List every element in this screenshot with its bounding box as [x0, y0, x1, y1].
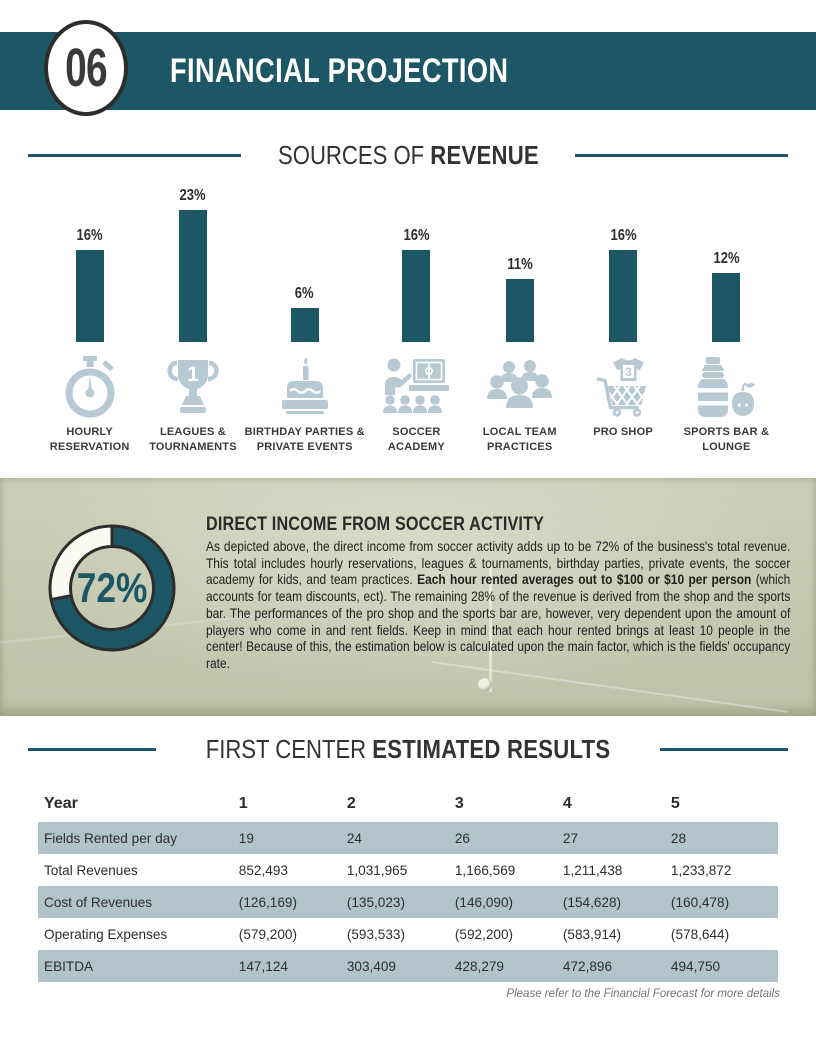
revenue-item-pro-shop: 16% 3 PRO SHOP — [571, 186, 674, 454]
chapter-number: 06 — [65, 38, 108, 98]
bar-local-team-practices — [505, 279, 534, 342]
revenue-item-soccer-academy: 16% SOCCER ACADEMY — [365, 186, 468, 454]
category-label: SPORTS BAR & LOUNGE — [683, 426, 770, 453]
revenue-title-text: SOURCES OF REVENUE — [277, 139, 539, 170]
team-group-icon — [485, 351, 555, 423]
bar-leagues-tournaments — [178, 210, 207, 342]
footnote: Please refer to the Financial Forecast f… — [506, 988, 780, 1000]
chapter-number-badge: 06 — [44, 20, 128, 116]
header-year-5: 5 — [670, 795, 680, 812]
table-row-ebitda: EBITDA 147,124 303,409 428,279 472,896 4… — [38, 950, 778, 982]
estimated-results-table: Year 1 2 3 4 5 Fields Rented per day 19 … — [38, 786, 778, 982]
title-rule-right — [575, 153, 789, 157]
category-label: SOCCER ACADEMY — [387, 426, 445, 453]
bar-soccer-academy — [402, 250, 431, 342]
header-year-4: 4 — [562, 795, 572, 812]
donut-segment-soccer-income — [49, 524, 176, 652]
bar-value-label: 16% — [610, 227, 637, 244]
revenue-section-title: SOURCES OF REVENUE — [0, 140, 816, 170]
revenue-item-leagues-tournaments: 23% 1 LEAGUES & TOURNAMENTS — [141, 186, 244, 454]
category-label: LOCAL TEAM PRACTICES — [482, 426, 557, 453]
table-row-cost-of-revenues: Cost of Revenues (126,169) (135,023) (14… — [38, 886, 778, 918]
header-band — [0, 32, 816, 110]
donut-chart-72-percent: 72% — [46, 522, 178, 654]
table-row-total-revenues: Total Revenues 852,493 1,031,965 1,166,5… — [44, 862, 732, 878]
svg-text:3: 3 — [625, 365, 632, 379]
revenue-item-local-team-practices: 11% LOCAL TEAM PRACTICES — [468, 186, 571, 454]
bottle-apple-icon — [691, 351, 761, 423]
table-row-fields-rented: Fields Rented per day 19 24 26 27 28 — [38, 822, 778, 854]
title-rule-left — [28, 747, 156, 751]
corner-flag-decoration — [489, 564, 492, 692]
svg-text:1: 1 — [187, 363, 199, 386]
category-label: BIRTHDAY PARTIES & PRIVATE EVENTS — [244, 426, 365, 453]
bar-value-label: 12% — [713, 250, 740, 267]
category-label: LEAGUES & TOURNAMENTS — [149, 426, 237, 453]
category-label: PRO SHOP — [593, 426, 653, 438]
header-year-3: 3 — [454, 795, 464, 812]
bar-value-label: 23% — [179, 187, 207, 204]
revenue-item-birthday-private-events: 6% BIRTHDAY PARTIES & PRIVATE EVENTS — [245, 186, 365, 454]
bar-value-label: 16% — [76, 227, 103, 244]
shopping-cart-icon: 3 — [588, 351, 658, 423]
page-title: FINANCIAL PROJECTION — [170, 52, 509, 90]
direct-income-paragraph: As depicted above, the direct income fro… — [206, 539, 791, 671]
category-label: HOURLY RESERVATION — [49, 426, 130, 453]
revenue-item-sports-bar-lounge: 12% SPORTS BAR & LOUNGE — [675, 186, 778, 454]
results-title-text: FIRST CENTER ESTIMATED RESULTS — [205, 733, 611, 764]
title-rule-left — [28, 153, 241, 157]
revenue-bar-chart: 16% HOURLY RESERVATION 23% 1 — [38, 186, 778, 454]
header-year: Year — [44, 795, 78, 812]
bar-birthday-private-events — [290, 308, 319, 342]
stopwatch-icon — [58, 351, 122, 423]
direct-income-heading: DIRECT INCOME FROM SOCCER ACTIVITY — [206, 514, 545, 535]
bar-hourly-reservation — [75, 250, 104, 342]
direct-income-section: 72% DIRECT INCOME FROM SOCCER ACTIVITY A… — [0, 478, 816, 716]
bar-pro-shop — [609, 250, 638, 342]
table-row-operating-expenses: Operating Expenses (579,200) (593,533) (… — [44, 926, 730, 942]
bar-value-label: 16% — [403, 227, 430, 244]
results-section-title: FIRST CENTER ESTIMATED RESULTS — [0, 734, 816, 764]
bar-value-label: 11% — [507, 256, 533, 273]
donut-center-label: 72% — [76, 564, 148, 611]
header-year-2: 2 — [346, 795, 356, 812]
birthday-cake-icon — [273, 351, 337, 423]
soccer-ball-decoration — [478, 678, 492, 691]
soccer-academy-icon — [381, 351, 451, 423]
trophy-icon: 1 — [161, 351, 225, 423]
header-year-1: 1 — [238, 795, 248, 812]
table-header-row: Year 1 2 3 4 5 — [38, 786, 778, 822]
bar-value-label: 6% — [295, 285, 315, 302]
revenue-item-hourly-reservation: 16% HOURLY RESERVATION — [38, 186, 141, 454]
bar-sports-bar-lounge — [712, 273, 741, 342]
title-rule-right — [660, 747, 788, 751]
